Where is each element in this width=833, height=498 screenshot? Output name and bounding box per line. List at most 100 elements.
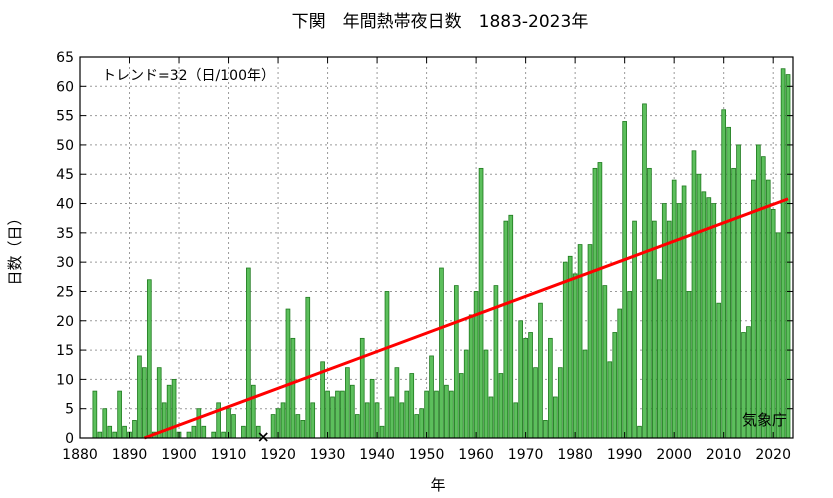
bar xyxy=(642,103,647,439)
bar xyxy=(191,425,197,439)
bar xyxy=(458,373,464,439)
bar xyxy=(340,390,345,439)
bar xyxy=(671,179,677,439)
bar xyxy=(201,425,207,439)
bar xyxy=(300,420,306,439)
x-tick-label: 1920 xyxy=(260,447,296,463)
x-tick-label: 2000 xyxy=(656,447,692,463)
bar xyxy=(652,220,657,439)
y-tick-label: 50 xyxy=(56,138,74,154)
y-tick-label: 35 xyxy=(56,226,74,242)
bar xyxy=(142,367,147,439)
bar xyxy=(463,349,469,439)
bar xyxy=(592,167,598,439)
missing-marker xyxy=(258,432,268,442)
chart-title: 下関 年間熱帯夜日数 1883-2023年 xyxy=(292,12,589,32)
bar xyxy=(721,109,727,439)
bar xyxy=(543,420,548,439)
bar xyxy=(488,396,494,439)
bar xyxy=(775,232,781,439)
y-tick-label: 0 xyxy=(65,431,74,447)
bar xyxy=(156,367,162,439)
source-label: 気象庁 xyxy=(742,411,787,429)
bar xyxy=(389,396,395,439)
x-tick-label: 1910 xyxy=(211,447,247,463)
y-axis-ticks: 0 5 10 15 20 25 30 35 40 45 50 55 60 65 xyxy=(56,50,793,447)
bar xyxy=(681,185,687,439)
bar xyxy=(666,220,672,439)
bar xyxy=(280,402,286,439)
bar xyxy=(770,208,776,439)
bar xyxy=(617,308,623,439)
y-tick-label: 10 xyxy=(56,372,74,388)
bar xyxy=(216,402,221,439)
bar xyxy=(696,173,702,439)
bar xyxy=(503,220,509,439)
bar xyxy=(92,390,98,439)
bar xyxy=(449,390,454,439)
bar xyxy=(627,291,632,439)
bar xyxy=(597,162,603,439)
x-tick-label: 1880 xyxy=(62,447,98,463)
bar xyxy=(760,156,766,439)
trend-line xyxy=(143,197,789,440)
bar xyxy=(241,425,246,439)
bar xyxy=(647,167,652,439)
y-tick-label: 55 xyxy=(56,109,74,125)
bar xyxy=(711,203,717,439)
bar xyxy=(171,378,177,439)
bar xyxy=(429,355,434,439)
bar xyxy=(250,384,256,439)
bar xyxy=(122,425,127,439)
bar xyxy=(369,378,375,439)
bar xyxy=(533,367,538,439)
bar xyxy=(726,126,731,439)
bar xyxy=(751,179,756,439)
y-axis-label: 日数（日） xyxy=(6,210,24,285)
bar xyxy=(255,425,261,439)
bar xyxy=(132,420,137,439)
bar xyxy=(290,337,296,439)
bar xyxy=(444,384,449,439)
bar xyxy=(384,291,390,439)
bar xyxy=(691,150,697,439)
bar xyxy=(345,367,350,439)
trend-label: トレンド=32（日/100年） xyxy=(102,68,275,84)
bar xyxy=(706,197,712,439)
y-tick-label: 65 xyxy=(56,50,74,66)
y-tick-label: 25 xyxy=(56,284,74,300)
bar xyxy=(577,244,583,439)
bar xyxy=(379,425,385,439)
bar xyxy=(196,408,202,439)
y-tick-label: 60 xyxy=(56,79,74,95)
y-tick-label: 40 xyxy=(56,197,74,213)
bar xyxy=(453,285,459,439)
bar xyxy=(305,296,311,439)
bar xyxy=(349,384,355,439)
bar xyxy=(97,431,103,439)
bar xyxy=(295,414,301,439)
bar xyxy=(419,408,424,439)
bar xyxy=(468,314,474,439)
bar xyxy=(310,402,316,439)
bar xyxy=(686,291,692,439)
bar xyxy=(572,273,578,439)
bar xyxy=(518,320,524,439)
bar xyxy=(137,355,142,439)
y-tick-label: 20 xyxy=(56,314,74,330)
bar xyxy=(785,74,791,439)
x-tick-label: 1930 xyxy=(310,447,346,463)
y-tick-label: 5 xyxy=(65,402,74,418)
x-tick-label: 1990 xyxy=(607,447,643,463)
x-tick-label: 2020 xyxy=(755,447,791,463)
bar xyxy=(736,144,741,439)
bars xyxy=(92,68,791,439)
bar xyxy=(359,337,365,439)
bar xyxy=(330,396,335,439)
x-axis-label: 年 xyxy=(430,476,445,494)
bar xyxy=(404,390,410,439)
bar xyxy=(756,144,761,439)
bar xyxy=(112,431,117,439)
bar xyxy=(538,302,543,439)
